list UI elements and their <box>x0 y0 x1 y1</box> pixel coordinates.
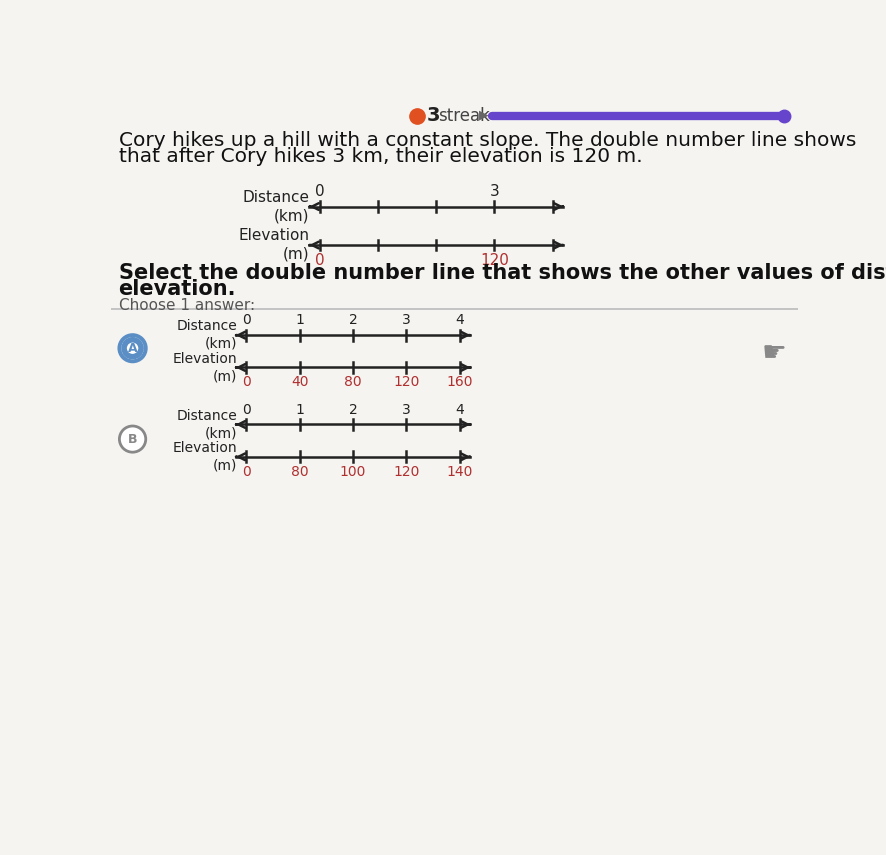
Text: 80: 80 <box>344 375 361 389</box>
Text: A: A <box>128 342 137 355</box>
Text: elevation.: elevation. <box>119 279 236 299</box>
Text: Elevation
(m): Elevation (m) <box>173 351 237 383</box>
Text: 40: 40 <box>291 375 308 389</box>
Text: 0: 0 <box>242 464 251 479</box>
Text: ▶: ▶ <box>478 109 488 121</box>
Text: 120: 120 <box>479 253 509 268</box>
Text: 120: 120 <box>392 464 419 479</box>
Text: that after Cory hikes 3 km, their elevation is 120 m.: that after Cory hikes 3 km, their elevat… <box>119 147 641 166</box>
Text: 3: 3 <box>401 314 410 327</box>
Text: Distance
(km): Distance (km) <box>242 190 309 223</box>
Text: 3: 3 <box>426 106 440 125</box>
Text: 120: 120 <box>392 375 419 389</box>
Text: streak: streak <box>438 107 489 125</box>
Text: 80: 80 <box>291 464 308 479</box>
Text: Distance
(km): Distance (km) <box>176 320 237 351</box>
Text: 140: 140 <box>446 464 472 479</box>
Text: 3: 3 <box>489 184 499 199</box>
Text: 2: 2 <box>348 314 357 327</box>
Text: B: B <box>128 433 137 445</box>
Text: 1: 1 <box>295 403 304 416</box>
Text: Elevation
(m): Elevation (m) <box>238 228 309 262</box>
Circle shape <box>124 339 141 357</box>
Circle shape <box>120 335 145 362</box>
Text: 0: 0 <box>242 314 251 327</box>
Text: ☛: ☛ <box>761 339 786 367</box>
Text: 0: 0 <box>242 375 251 389</box>
Text: 100: 100 <box>339 464 366 479</box>
Text: 0: 0 <box>242 403 251 416</box>
Circle shape <box>120 426 145 452</box>
Text: 0: 0 <box>315 253 324 268</box>
Text: Elevation
(m): Elevation (m) <box>173 441 237 473</box>
Text: 2: 2 <box>348 403 357 416</box>
Text: 0: 0 <box>315 184 324 199</box>
Text: 4: 4 <box>455 403 463 416</box>
Text: Select the double number line that shows the other values of distance and: Select the double number line that shows… <box>119 262 886 283</box>
Text: 4: 4 <box>455 314 463 327</box>
Text: Distance
(km): Distance (km) <box>176 409 237 440</box>
Text: Cory hikes up a hill with a constant slope. The double number line shows: Cory hikes up a hill with a constant slo… <box>119 131 855 150</box>
Text: 1: 1 <box>295 314 304 327</box>
Text: Choose 1 answer:: Choose 1 answer: <box>119 298 254 313</box>
Text: 3: 3 <box>401 403 410 416</box>
Text: 160: 160 <box>446 375 472 389</box>
